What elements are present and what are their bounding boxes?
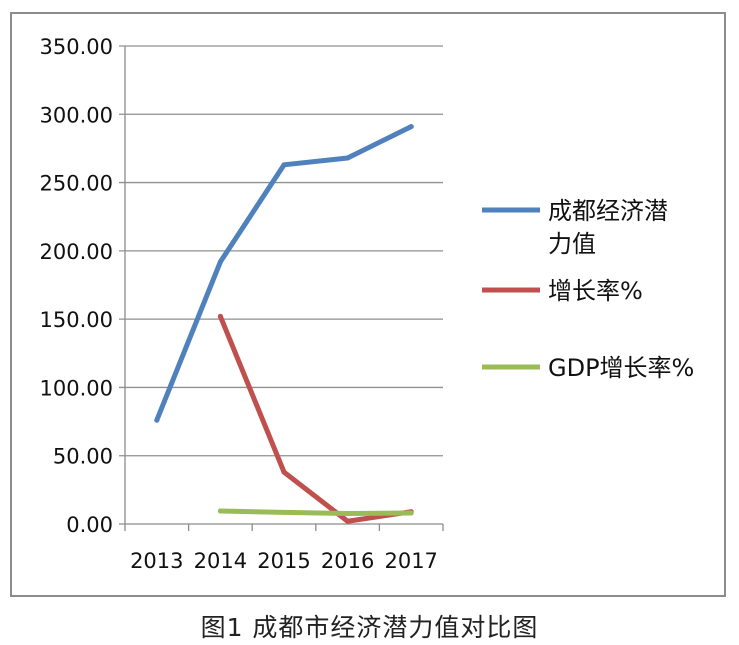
series-lines bbox=[154, 124, 414, 524]
legend-label: GDP增长率% bbox=[548, 354, 694, 382]
x-tick-label: 2013 bbox=[130, 549, 183, 573]
x-tick-label: 2016 bbox=[321, 549, 374, 573]
series-line-2 bbox=[217, 313, 414, 524]
chart-frame bbox=[10, 12, 726, 597]
y-tick-label: 350.00 bbox=[40, 35, 113, 59]
y-tick-label: 200.00 bbox=[40, 240, 113, 264]
x-tick-label: 2015 bbox=[257, 549, 310, 573]
data-point bbox=[408, 124, 414, 130]
y-tick-label: 300.00 bbox=[40, 103, 113, 127]
y-tick-label: 150.00 bbox=[40, 308, 113, 332]
y-tick-label: 100.00 bbox=[40, 376, 113, 400]
data-point bbox=[281, 469, 287, 475]
y-axis-ticks: 0.00 50.00 100.00 150.00 200.00 250.00 300.00 3… bbox=[40, 35, 113, 537]
data-point bbox=[408, 510, 414, 516]
y-tick-label: 50.00 bbox=[53, 445, 113, 469]
data-point bbox=[217, 259, 223, 265]
data-point bbox=[154, 417, 160, 423]
data-point bbox=[281, 509, 287, 515]
y-tick-label: 250.00 bbox=[40, 172, 113, 196]
x-tick-label: 2017 bbox=[384, 549, 437, 573]
data-point bbox=[345, 518, 351, 524]
legend-label: 增长率% bbox=[548, 277, 643, 305]
x-tick-label: 2014 bbox=[194, 549, 247, 573]
data-point bbox=[217, 313, 223, 319]
legend-label: 成都经济潜力值 bbox=[548, 197, 668, 258]
data-point bbox=[217, 508, 223, 514]
y-tick-label: 0.00 bbox=[66, 513, 113, 537]
series-line-3 bbox=[217, 508, 414, 516]
data-point bbox=[345, 510, 351, 516]
data-point bbox=[345, 155, 351, 161]
figure-caption: 图1 成都市经济潜力值对比图 bbox=[200, 613, 539, 642]
gridlines bbox=[119, 45, 443, 525]
x-axis: 2013 2014 2015 2016 2017 bbox=[124, 524, 444, 573]
data-point bbox=[281, 162, 287, 168]
series-line-1 bbox=[154, 124, 414, 423]
